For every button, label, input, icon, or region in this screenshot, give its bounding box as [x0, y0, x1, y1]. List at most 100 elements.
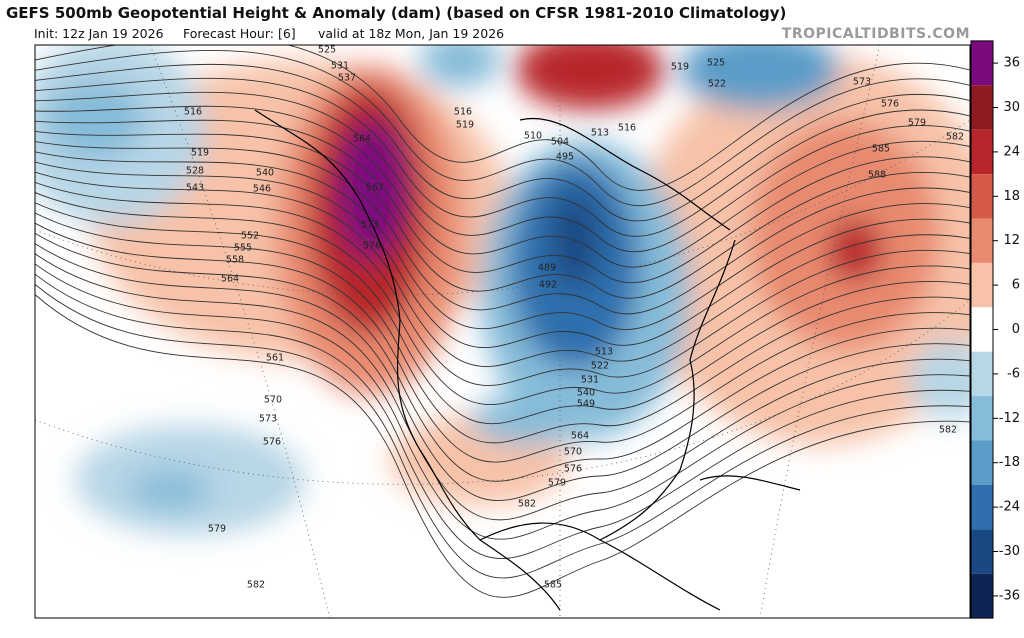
colorbar-band: [971, 351, 993, 397]
contour-label: 582: [247, 580, 265, 591]
colorbar-band: [971, 307, 993, 352]
contour-label: 579: [208, 524, 226, 535]
map-frame: [34, 44, 971, 619]
contour-label: 579: [908, 118, 926, 129]
contour-label: 570: [564, 447, 582, 458]
contour-label: 513: [595, 347, 613, 358]
contour-line: [35, 263, 970, 540]
contour-line: [35, 171, 970, 367]
colorbar-band: [971, 529, 993, 574]
height-contours: [35, 45, 970, 598]
contour-label: 516: [454, 107, 472, 118]
colorbar-band: [971, 129, 993, 175]
coastlines: [254, 109, 801, 611]
contour-line: [35, 63, 970, 222]
contour-line: [35, 284, 970, 579]
contour-label: 585: [872, 144, 890, 155]
contour-label: 489: [538, 263, 556, 274]
contour-line: [35, 212, 970, 444]
map: 5255315375165195285435405465525555585645…: [35, 45, 970, 618]
contour-line: [35, 181, 970, 386]
contour-label: 540: [256, 168, 274, 179]
contour-label: 552: [241, 231, 259, 242]
contour-label: 549: [577, 399, 595, 410]
colorbar-label: -18: [999, 455, 1020, 470]
contour-line: [35, 202, 970, 425]
init-time: Init: 12z Jan 19 2026: [34, 26, 164, 41]
contour-label: 519: [456, 120, 474, 131]
contour-label: 522: [591, 361, 609, 372]
contour-label: 579: [548, 478, 566, 489]
contour-label: 516: [184, 107, 202, 118]
colorbar-label: -12: [999, 411, 1020, 426]
contour-label: 576: [363, 241, 381, 252]
colorbar-frame: [970, 40, 994, 619]
colorbar-label: -36: [999, 588, 1020, 603]
contour-label: 525: [707, 58, 725, 69]
contour-line: [35, 119, 970, 284]
contour-label: 576: [881, 99, 899, 110]
contour-line: [35, 130, 970, 299]
contour-label: 522: [708, 79, 726, 90]
colorbar-label: 30: [1003, 100, 1020, 115]
contour-label: 525: [318, 45, 336, 56]
contour-label: 510: [524, 131, 542, 142]
contour-line: [35, 151, 970, 330]
colorbar-band: [971, 484, 993, 530]
colorbar-label: -6: [1007, 366, 1020, 381]
contour-label: 582: [946, 132, 964, 143]
contour-label: 555: [234, 243, 252, 254]
contour-label: 582: [518, 499, 536, 510]
contour-label: 537: [338, 73, 356, 84]
contour-line: [35, 49, 970, 207]
contour-label: 540: [577, 388, 595, 399]
colorbar-label: 0: [1012, 322, 1020, 337]
contour-label: 576: [564, 464, 582, 475]
forecast-hour: Forecast Hour: [6]: [183, 26, 296, 41]
contour-label: 567: [366, 183, 384, 194]
contour-label: 573: [361, 220, 379, 231]
contour-line: [35, 141, 970, 315]
contour-line: [35, 243, 970, 502]
contour-label: 558: [226, 255, 244, 266]
contour-label: 528: [186, 166, 204, 177]
contour-line: [35, 233, 970, 482]
colorbar-label: 24: [1003, 144, 1020, 159]
contour-label: 516: [618, 123, 636, 134]
contour-label: 564: [353, 134, 371, 145]
colorbar-band: [971, 218, 993, 263]
contour-label: 519: [671, 62, 689, 73]
watermark: TROPICALTIDBITS.COM: [782, 26, 970, 42]
contour-line: [35, 91, 970, 253]
title: GEFS 500mb Geopotential Height & Anomaly…: [6, 4, 786, 22]
contour-label: 573: [259, 414, 277, 425]
contour-line: [35, 192, 970, 406]
contour-label: 543: [186, 183, 204, 194]
contour-label: 546: [253, 184, 271, 195]
anomaly-region: [420, 45, 500, 88]
contour-line: [35, 77, 970, 237]
contour-label: 582: [939, 425, 957, 436]
contour-label: 531: [581, 375, 599, 386]
contour-label: 561: [266, 353, 284, 364]
graticule: [35, 45, 970, 618]
contour-label: 513: [591, 128, 609, 139]
contour-label: 531: [331, 61, 349, 72]
colorbar-label: -30: [999, 544, 1020, 559]
colorbar-label: 18: [1003, 189, 1020, 204]
colorbar-band: [971, 573, 993, 619]
contour-label: 519: [191, 148, 209, 159]
contour-line: [35, 222, 970, 463]
contour-label: 576: [263, 437, 281, 448]
colorbar-band: [971, 262, 993, 308]
colorbar-label: 6: [1012, 278, 1020, 293]
colorbar-label: 36: [1003, 56, 1020, 71]
colorbar-band: [971, 40, 993, 86]
colorbar-band: [971, 85, 993, 130]
contour-line: [35, 294, 970, 598]
contour-line: [35, 253, 970, 521]
contour-labels: 5255315375165195285435405465525555585645…: [184, 45, 964, 591]
contour-line: [35, 273, 970, 560]
colorbar: 36 30 24 18 12 6 0 -6 -12 -18 -24 -30 -36: [970, 40, 1020, 619]
